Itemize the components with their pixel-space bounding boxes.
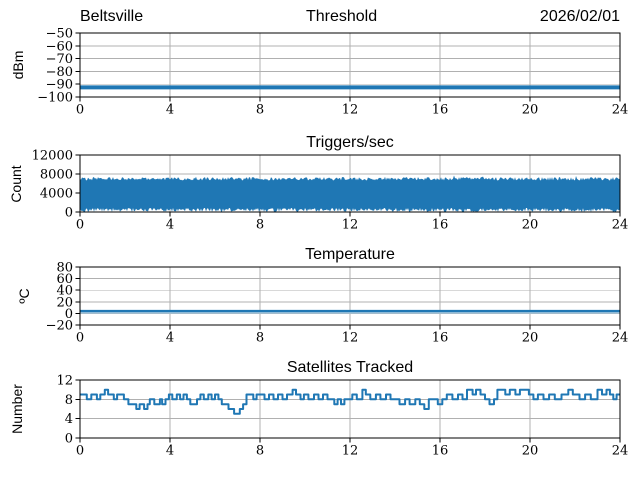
svg-text:12000: 12000	[32, 149, 73, 164]
svg-text:8: 8	[256, 103, 264, 118]
svg-text:−80: −80	[46, 65, 73, 80]
station-label: Beltsville	[80, 8, 144, 25]
svg-text:24: 24	[612, 103, 629, 118]
svg-text:20: 20	[522, 218, 539, 233]
svg-text:16: 16	[432, 103, 449, 118]
svg-text:20: 20	[522, 331, 539, 346]
svg-text:−60: −60	[46, 39, 73, 54]
y-axis-label-number: Number	[9, 384, 25, 434]
svg-text:4: 4	[166, 331, 174, 346]
svg-text:16: 16	[432, 444, 449, 459]
svg-text:20: 20	[522, 103, 539, 118]
svg-text:0: 0	[65, 432, 73, 447]
svg-text:40: 40	[56, 284, 73, 299]
svg-text:8: 8	[65, 393, 73, 408]
svg-text:4: 4	[166, 444, 174, 459]
svg-text:8: 8	[256, 444, 264, 459]
svg-text:0: 0	[76, 103, 84, 118]
svg-text:16: 16	[432, 331, 449, 346]
y-axis-label-dbm: dBm	[10, 50, 26, 80]
svg-text:0: 0	[65, 307, 73, 322]
svg-text:0: 0	[76, 218, 84, 233]
svg-text:12: 12	[342, 218, 359, 233]
svg-text:12: 12	[342, 331, 359, 346]
svg-text:−50: −50	[46, 27, 73, 42]
y-axis-label-degc: ºC	[16, 288, 32, 304]
svg-text:−100: −100	[37, 91, 73, 106]
svg-text:60: 60	[56, 272, 73, 287]
svg-text:12: 12	[342, 103, 359, 118]
svg-text:4: 4	[65, 412, 73, 427]
svg-text:24: 24	[612, 444, 629, 459]
panel-title-triggers: Triggers/sec	[306, 134, 394, 151]
svg-text:−90: −90	[46, 78, 73, 93]
svg-text:16: 16	[432, 218, 449, 233]
svg-text:4: 4	[166, 218, 174, 233]
svg-text:20: 20	[56, 295, 73, 310]
svg-text:12: 12	[56, 374, 73, 389]
svg-text:24: 24	[612, 218, 629, 233]
date-label: 2026/02/01	[539, 8, 620, 25]
svg-text:20: 20	[522, 444, 539, 459]
svg-text:4: 4	[166, 103, 174, 118]
y-axis-label-count: Count	[8, 165, 24, 203]
panel-title-threshold: Threshold	[305, 8, 378, 25]
svg-text:−20: −20	[46, 319, 73, 334]
svg-text:4000: 4000	[40, 187, 73, 202]
threshold-titlebar: Beltsville Threshold 2026/02/01	[80, 7, 620, 27]
svg-text:8000: 8000	[40, 168, 73, 183]
panel-title-temperature: Temperature	[305, 246, 395, 263]
panel-title-satellites: Satellites Tracked	[286, 359, 414, 376]
svg-text:0: 0	[76, 331, 84, 346]
svg-text:80: 80	[56, 261, 73, 276]
svg-text:0: 0	[76, 444, 84, 459]
svg-text:−70: −70	[46, 52, 73, 67]
svg-text:24: 24	[612, 331, 629, 346]
svg-text:8: 8	[256, 331, 264, 346]
svg-text:12: 12	[342, 444, 359, 459]
svg-text:0: 0	[65, 206, 73, 221]
svg-text:8: 8	[256, 218, 264, 233]
